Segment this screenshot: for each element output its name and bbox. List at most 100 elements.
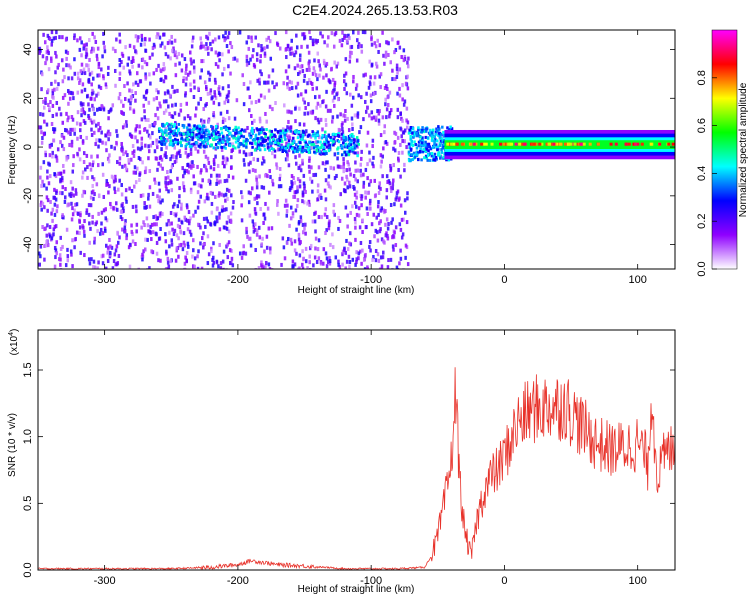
- spectrogram-cell: [379, 85, 382, 90]
- spectrogram-cell: [367, 85, 371, 90]
- spectrogram-cell: [41, 112, 45, 117]
- spectrogram-cell: [196, 254, 199, 259]
- spectrogram-cell: [360, 149, 363, 154]
- spectrogram-cell: [433, 140, 436, 144]
- spectrogram-cell: [90, 70, 94, 75]
- spectrogram-cell: [139, 157, 142, 162]
- spectrogram-cell: [324, 207, 328, 212]
- spectrogram-cell: [109, 244, 112, 249]
- spectrogram-cell: [401, 118, 404, 123]
- spectrogram-cell: [50, 56, 53, 61]
- spectrogram-cell: [177, 122, 181, 126]
- spectrogram-cell: [253, 207, 257, 212]
- spectrogram-cell: [70, 217, 74, 222]
- spectrogram-cell: [87, 257, 91, 262]
- spectrogram-cell: [289, 186, 292, 191]
- spectrogram-cell: [143, 201, 146, 206]
- spectrogram-cell: [196, 124, 200, 128]
- spectrogram-cell: [377, 200, 380, 205]
- spectrogram-cell: [333, 176, 337, 181]
- spectrogram-cell: [184, 67, 188, 72]
- spectrogram-cell: [131, 64, 134, 69]
- spectrogram-cell: [211, 137, 215, 141]
- spectrogram-cell: [144, 75, 148, 80]
- spectrogram-cell: [232, 200, 235, 205]
- spectrogram-cell: [429, 131, 432, 135]
- spectrogram-cell: [373, 234, 376, 239]
- spectrogram-cell: [41, 54, 45, 59]
- spectrogram-cell: [100, 67, 103, 72]
- spectrogram-cell: [52, 227, 56, 232]
- spectrogram-cell: [222, 116, 225, 121]
- spectrogram-cell: [73, 57, 76, 62]
- spectrogram-cell: [231, 263, 235, 268]
- spectrogram-cell: [80, 62, 84, 67]
- spectrogram-cell: [348, 36, 351, 41]
- spectrogram-cell: [315, 86, 319, 91]
- spectrogram-cell: [198, 124, 201, 128]
- spectrogram-cell: [256, 201, 259, 206]
- spectrogram-cell: [256, 78, 259, 83]
- spectrogram-cell: [370, 42, 374, 47]
- spectrogram-cell: [186, 163, 189, 168]
- spectrogram-cell: [257, 98, 261, 103]
- spectrogram-cell: [132, 153, 136, 158]
- spectrogram-cell: [254, 35, 257, 40]
- spectrogram-cell: [95, 93, 98, 98]
- spectrogram-cell: [324, 167, 327, 172]
- spectrogram-cell: [223, 38, 226, 43]
- spectrogram-cell: [38, 251, 41, 256]
- spectrogram-cell: [421, 150, 425, 154]
- spectrogram-cell: [43, 257, 46, 262]
- spectrogram-cell: [300, 137, 303, 141]
- spectrogram-cell: [211, 191, 214, 196]
- spectrogram-cell: [234, 125, 237, 129]
- spectrogram-cell: [354, 262, 357, 267]
- spectrogram-cell: [166, 175, 170, 180]
- spectrogram-cell: [94, 123, 98, 128]
- spectrogram-cell: [159, 163, 162, 168]
- spectrogram-cell: [418, 150, 422, 154]
- spectrogram-cell: [116, 133, 119, 138]
- spectrogram-cell: [170, 40, 174, 45]
- spectrogram-cell: [45, 57, 48, 62]
- spectrogram-cell: [194, 146, 197, 151]
- spectrogram-cell: [178, 61, 181, 66]
- spectrogram-cell: [179, 141, 182, 145]
- spectrogram-cell: [155, 232, 158, 237]
- spectrogram-cell: [209, 41, 212, 46]
- spectrogram-cell: [313, 255, 317, 260]
- spectrogram-cell: [94, 39, 98, 44]
- spectrogram-cell: [203, 199, 207, 204]
- spectrogram-cell: [82, 225, 85, 230]
- spectrogram-cell: [251, 168, 255, 173]
- spectrogram-cell: [132, 45, 136, 50]
- spectrogram-cell: [182, 138, 185, 142]
- spectrogram-cell: [227, 90, 231, 95]
- spectrogram-hotspot: [446, 142, 450, 146]
- spectrogram-cell: [79, 213, 82, 218]
- y-tick-label: 0.0: [22, 562, 34, 577]
- spectrogram-cell: [232, 136, 235, 140]
- spectrogram-cell: [197, 183, 201, 188]
- spectrogram-cell: [376, 252, 380, 257]
- spectrogram-cell: [441, 125, 444, 129]
- spectrogram-cell: [266, 174, 269, 179]
- spectrogram-cell: [430, 154, 434, 158]
- spectrogram-cell: [337, 215, 340, 220]
- spectrogram-cell: [176, 204, 180, 209]
- spectrogram-cell: [120, 209, 124, 214]
- spectrogram-cell: [87, 63, 90, 68]
- spectrogram-cell: [248, 95, 252, 100]
- spectrogram-cell: [61, 213, 64, 218]
- spectrogram-cell: [348, 137, 351, 141]
- spectrogram-cell: [200, 184, 203, 189]
- spectrogram-hotspot: [548, 142, 552, 146]
- spectrogram-cell: [45, 195, 49, 200]
- spectrogram-hotspot: [499, 142, 503, 146]
- spectrogram-cell: [82, 69, 85, 74]
- spectrogram-cell: [354, 160, 357, 165]
- spectrogram-cell: [380, 206, 384, 211]
- spectrogram-cell: [153, 121, 156, 126]
